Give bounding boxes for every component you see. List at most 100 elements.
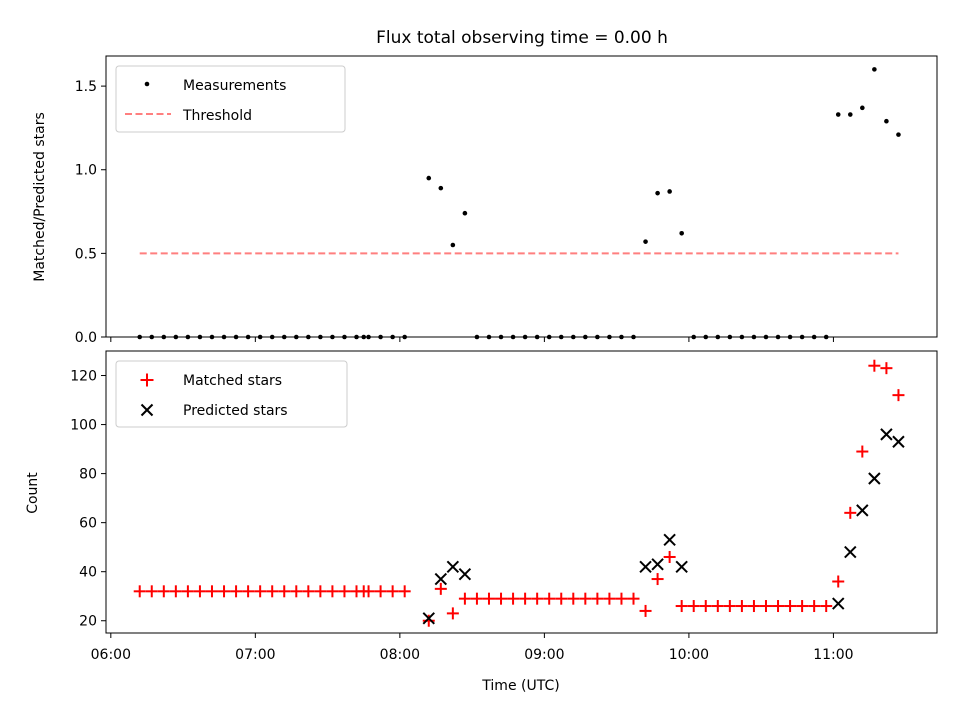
measurement-point: [667, 189, 672, 194]
matched-star-point: [230, 585, 243, 598]
matched-star-point: [555, 592, 568, 605]
bottom-marks: [133, 359, 905, 627]
matched-star-point: [723, 600, 736, 613]
matched-star-point: [687, 600, 700, 613]
matched-star-point: [892, 389, 905, 402]
matched-star-point: [470, 592, 483, 605]
legend-matched-marker: [140, 373, 154, 387]
matched-star-point: [591, 592, 604, 605]
matched-star-point: [205, 585, 218, 598]
predicted-star-point: [832, 597, 845, 610]
matched-star-point: [362, 585, 375, 598]
matched-star-point: [759, 600, 772, 613]
measurement-point: [884, 118, 889, 124]
matched-star-point: [567, 592, 580, 605]
matched-star-point: [627, 592, 640, 605]
predicted-star-point: [446, 560, 460, 573]
bottom-y-tick-label: 100: [70, 418, 97, 434]
bottom-legend-box: [115, 360, 348, 428]
matched-star-point: [458, 592, 471, 605]
predicted-star-point: [844, 545, 857, 559]
predicted-star-point: [458, 567, 472, 581]
top-axes-frame: [105, 55, 938, 338]
matched-star-point: [784, 600, 797, 613]
bottom-y-axis-label: Count: [25, 472, 41, 514]
predicted-star-point: [639, 560, 652, 573]
matched-star-point: [157, 585, 170, 598]
measurement-point: [426, 175, 432, 181]
top-y-axis-label: Matched/Predicted stars: [32, 112, 48, 282]
matched-star-point: [386, 585, 399, 598]
matched-star-point: [675, 600, 688, 613]
matched-star-point: [711, 600, 724, 613]
matched-star-point: [302, 585, 315, 598]
legend-measurements-marker: [144, 81, 150, 87]
predicted-star-point: [856, 504, 869, 517]
bottom-y-tick-label: 20: [79, 614, 97, 630]
matched-star-point: [193, 585, 206, 598]
measurement-point: [438, 185, 444, 191]
matched-star-point: [832, 575, 845, 588]
matched-star-point: [531, 592, 544, 605]
matched-star-point: [615, 592, 628, 605]
measurement-point: [860, 105, 865, 111]
bottom-x-tick-label: 07:00: [235, 647, 275, 663]
bottom-x-tick-label: 10:00: [669, 647, 709, 663]
top-y-ticks: 0.0 0.5 1.0 1.5: [75, 79, 106, 346]
matched-star-point: [242, 585, 255, 598]
predicted-star-point: [663, 533, 676, 547]
predicted-star-point: [675, 560, 688, 573]
matched-star-point: [266, 585, 279, 598]
bottom-x-tick-label: 06:00: [91, 647, 131, 663]
measurement-point: [643, 239, 648, 244]
matched-star-point: [519, 592, 532, 605]
matched-star-point: [651, 573, 664, 586]
matched-star-point: [398, 585, 411, 598]
bottom-y-tick-label: 60: [79, 516, 97, 532]
measurement-point: [896, 132, 901, 137]
bottom-x-tick-label: 11:00: [813, 647, 853, 663]
top-y-tick-label: 0.5: [75, 246, 97, 262]
matched-star-point: [218, 585, 231, 598]
matched-star-point: [434, 582, 447, 595]
legend-threshold-label: Threshold: [182, 108, 252, 124]
bottom-legend: Matched stars Predicted stars: [115, 360, 348, 428]
bottom-x-ticks: 06:00 07:00 08:00 09:00 10:00 11:00: [91, 633, 854, 663]
matched-star-point: [699, 600, 712, 613]
matched-star-point: [796, 600, 809, 613]
matched-star-point: [290, 585, 303, 598]
predicted-star-point: [892, 435, 905, 448]
matched-star-point: [374, 585, 387, 598]
top-legend-box: [115, 65, 346, 133]
measurement-point: [450, 242, 456, 248]
matched-star-point: [735, 600, 748, 613]
predicted-star-point: [880, 428, 893, 441]
top-y-tick-label: 0.0: [75, 330, 97, 346]
measurement-point: [655, 190, 660, 196]
matched-star-point: [422, 614, 435, 627]
legend-measurements-label: Measurements: [183, 78, 286, 94]
matched-star-point: [495, 592, 508, 605]
matched-star-point: [278, 585, 291, 598]
measurement-point: [679, 230, 684, 236]
matched-star-point: [639, 604, 652, 617]
matched-star-point: [747, 600, 760, 613]
predicted-star-point: [868, 472, 881, 485]
figure-title: Flux total observing time = 0.00 h: [376, 28, 668, 48]
matched-star-point: [844, 506, 857, 519]
bottom-x-tick-label: 09:00: [524, 647, 564, 663]
bottom-y-tick-label: 80: [79, 467, 97, 483]
top-panel: 0.0 0.5 1.0 1.5 Matched/Predicted stars Mea…: [32, 55, 938, 346]
legend-predicted-label: Predicted stars: [183, 403, 288, 419]
matched-star-point: [543, 592, 556, 605]
predicted-star-point: [434, 572, 448, 586]
matched-star-point: [663, 550, 676, 563]
matched-star-point: [868, 359, 881, 372]
bottom-axes-frame: [105, 350, 938, 634]
matched-star-point: [880, 362, 893, 375]
matched-star-point: [145, 585, 158, 598]
matched-star-point: [808, 600, 821, 613]
bottom-y-tick-label: 120: [70, 369, 97, 385]
matched-star-point: [446, 607, 459, 620]
bottom-y-tick-label: 40: [79, 565, 97, 581]
